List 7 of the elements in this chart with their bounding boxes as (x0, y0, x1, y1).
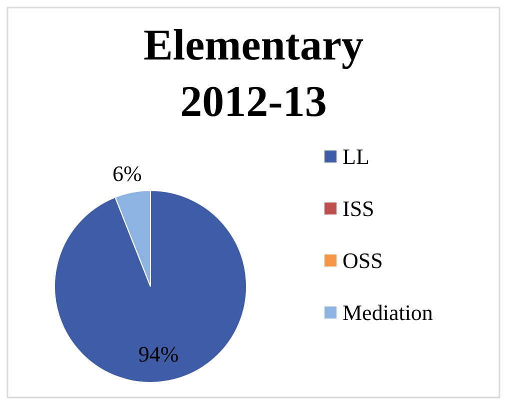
data-label: 94% (138, 341, 179, 366)
legend-label: Mediation (342, 300, 433, 325)
legend-label: ISS (342, 196, 374, 221)
chart-title: Elementary 2012-13 (144, 20, 364, 126)
data-label: 6% (112, 160, 142, 186)
legend-label: LL (342, 144, 370, 169)
legend-label: OSS (342, 248, 383, 273)
